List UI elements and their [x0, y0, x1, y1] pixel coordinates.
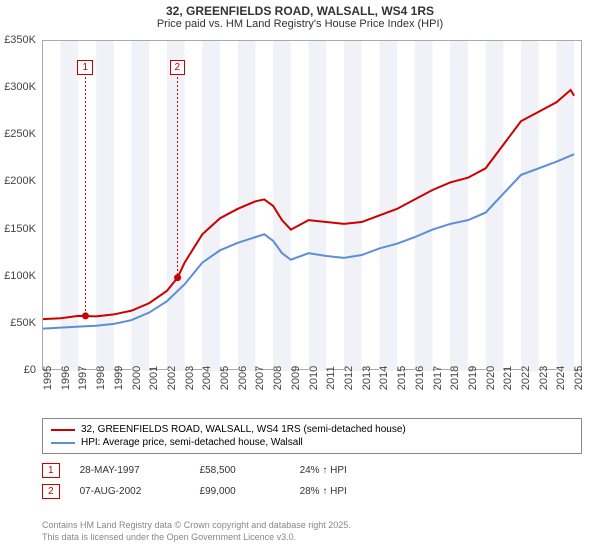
x-tick-label: 2018	[449, 366, 461, 390]
y-tick-label: £150K	[4, 223, 36, 235]
x-tick-label: 2004	[201, 366, 213, 390]
x-tick-label: 2023	[538, 366, 550, 390]
x-tick-label: 2008	[272, 366, 284, 390]
tx-price: £99,000	[200, 486, 280, 497]
x-tick-label: 2025	[573, 366, 585, 390]
legend-box: 32, GREENFIELDS ROAD, WALSALL, WS4 1RS (…	[42, 418, 582, 454]
x-tick-label: 2000	[131, 366, 143, 390]
x-tick-label: 1996	[60, 366, 72, 390]
y-tick-label: £200K	[4, 175, 36, 187]
x-tick-label: 2012	[343, 366, 355, 390]
table-row: 1 28-MAY-1997 £58,500 24% ↑ HPI	[42, 460, 582, 481]
y-tick-label: £0	[24, 364, 36, 376]
x-tick-label: 2007	[254, 366, 266, 390]
x-tick-label: 2010	[308, 366, 320, 390]
chart-svg	[43, 41, 583, 371]
tx-pct: 28% ↑ HPI	[300, 486, 380, 497]
tx-price: £58,500	[200, 465, 280, 476]
y-tick-label: £300K	[4, 81, 36, 93]
x-axis-labels: 1995199619971998199920002001200220032004…	[42, 374, 582, 414]
tx-date: 28-MAY-1997	[80, 465, 180, 476]
chart-title-line1: 32, GREENFIELDS ROAD, WALSALL, WS4 1RS	[0, 4, 600, 18]
x-tick-label: 2016	[414, 366, 426, 390]
footer-line2: This data is licensed under the Open Gov…	[42, 532, 587, 544]
legend-label: 32, GREENFIELDS ROAD, WALSALL, WS4 1RS (…	[81, 424, 406, 435]
legend-swatch	[51, 429, 75, 431]
table-row: 2 07-AUG-2002 £99,000 28% ↑ HPI	[42, 481, 582, 502]
x-tick-label: 2020	[485, 366, 497, 390]
x-tick-label: 2013	[361, 366, 373, 390]
x-tick-label: 2019	[467, 366, 479, 390]
x-tick-label: 2005	[219, 366, 231, 390]
x-tick-label: 2022	[520, 366, 532, 390]
tx-marker-num: 1	[42, 463, 60, 478]
footer-attribution: Contains HM Land Registry data © Crown c…	[42, 520, 587, 543]
chart-title-line2: Price paid vs. HM Land Registry's House …	[0, 18, 600, 30]
footer-line1: Contains HM Land Registry data © Crown c…	[42, 520, 587, 532]
transactions-table: 1 28-MAY-1997 £58,500 24% ↑ HPI 2 07-AUG…	[42, 460, 582, 502]
tx-date: 07-AUG-2002	[80, 486, 180, 497]
tx-pct: 24% ↑ HPI	[300, 465, 380, 476]
y-axis-labels: £0£50K£100K£150K£200K£250K£300K£350K	[0, 40, 40, 370]
x-tick-label: 2006	[237, 366, 249, 390]
y-tick-label: £50K	[10, 317, 36, 329]
x-tick-label: 2014	[378, 366, 390, 390]
x-tick-label: 2021	[502, 366, 514, 390]
x-tick-label: 2015	[396, 366, 408, 390]
x-tick-label: 2011	[325, 366, 337, 390]
x-tick-label: 1998	[95, 366, 107, 390]
legend-label: HPI: Average price, semi-detached house,…	[81, 437, 303, 448]
x-tick-label: 2009	[290, 366, 302, 390]
x-tick-label: 1997	[77, 366, 89, 390]
y-tick-label: £100K	[4, 270, 36, 282]
y-tick-label: £250K	[4, 128, 36, 140]
legend-swatch	[51, 442, 75, 444]
chart-plot-area	[42, 40, 582, 370]
x-tick-label: 2017	[432, 366, 444, 390]
tx-marker-num: 2	[42, 484, 60, 499]
x-tick-label: 2002	[166, 366, 178, 390]
legend-item: 32, GREENFIELDS ROAD, WALSALL, WS4 1RS (…	[51, 423, 573, 436]
x-tick-label: 2001	[148, 366, 160, 390]
x-tick-label: 2003	[184, 366, 196, 390]
legend-item: HPI: Average price, semi-detached house,…	[51, 436, 573, 449]
x-tick-label: 2024	[555, 366, 567, 390]
x-tick-label: 1995	[42, 366, 54, 390]
x-tick-label: 1999	[113, 366, 125, 390]
y-tick-label: £350K	[4, 34, 36, 46]
